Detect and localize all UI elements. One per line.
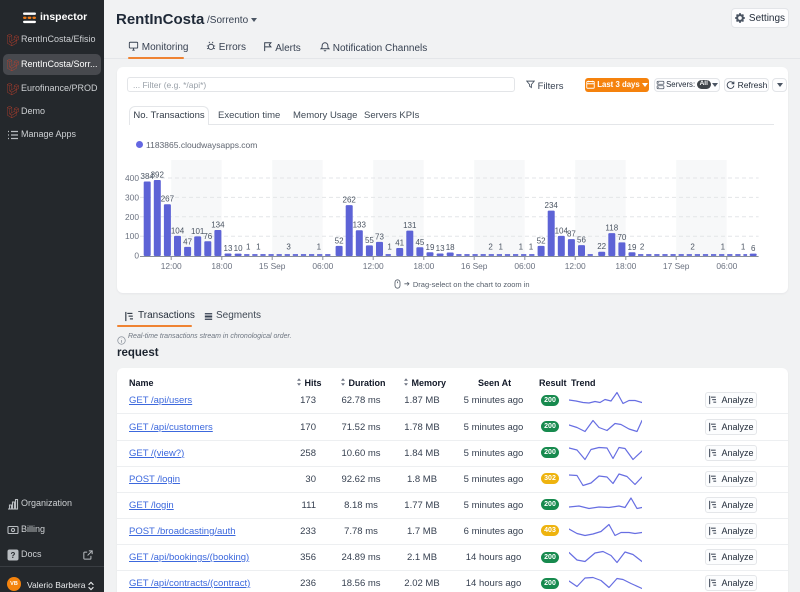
svg-text:73: 73 <box>375 232 384 241</box>
svg-text:104: 104 <box>555 226 569 235</box>
svg-text:384: 384 <box>141 172 155 181</box>
svg-text:131: 131 <box>403 221 417 230</box>
svg-text:18: 18 <box>446 243 455 252</box>
svg-text:70: 70 <box>617 233 626 242</box>
svg-text:12:00: 12:00 <box>565 261 586 271</box>
svg-text:1: 1 <box>246 243 251 252</box>
svg-text:3: 3 <box>286 243 291 252</box>
svg-text:2: 2 <box>690 243 695 252</box>
svg-text:300: 300 <box>125 192 139 202</box>
svg-text:104: 104 <box>171 226 185 235</box>
svg-text:87: 87 <box>567 230 576 239</box>
svg-text:134: 134 <box>211 221 225 230</box>
svg-text:1: 1 <box>387 243 392 252</box>
svg-text:400: 400 <box>125 173 139 183</box>
svg-text:15 Sep: 15 Sep <box>259 261 286 271</box>
svg-text:1: 1 <box>519 243 524 252</box>
svg-text:1: 1 <box>317 243 322 252</box>
svg-text:52: 52 <box>335 236 344 245</box>
svg-text:1: 1 <box>498 243 503 252</box>
svg-text:12:00: 12:00 <box>161 261 182 271</box>
svg-text:1: 1 <box>529 243 534 252</box>
svg-text:16 Sep: 16 Sep <box>461 261 488 271</box>
svg-text:22: 22 <box>597 242 606 251</box>
svg-text:6: 6 <box>751 244 756 253</box>
svg-text:200: 200 <box>125 212 139 222</box>
svg-text:133: 133 <box>353 221 367 230</box>
svg-text:1: 1 <box>256 243 261 252</box>
svg-text:10: 10 <box>234 244 243 253</box>
svg-text:47: 47 <box>183 237 192 246</box>
svg-text:1: 1 <box>721 243 726 252</box>
svg-text:13: 13 <box>436 244 445 253</box>
svg-text:06:00: 06:00 <box>514 261 535 271</box>
svg-text:2: 2 <box>640 243 645 252</box>
svg-text:234: 234 <box>545 201 559 210</box>
svg-text:2: 2 <box>488 243 493 252</box>
svg-text:18:00: 18:00 <box>413 261 434 271</box>
svg-text:76: 76 <box>203 232 212 241</box>
svg-text:262: 262 <box>343 196 357 205</box>
svg-text:?: ? <box>11 551 16 560</box>
svg-text:06:00: 06:00 <box>716 261 737 271</box>
svg-text:19: 19 <box>426 243 435 252</box>
svg-text:52: 52 <box>537 236 546 245</box>
svg-text:45: 45 <box>415 238 424 247</box>
svg-text:41: 41 <box>395 239 404 248</box>
svg-text:100: 100 <box>125 231 139 241</box>
svg-text:267: 267 <box>161 195 175 204</box>
svg-text:18:00: 18:00 <box>211 261 232 271</box>
svg-text:118: 118 <box>605 224 618 233</box>
svg-text:19: 19 <box>628 243 637 252</box>
svg-text:0: 0 <box>134 251 139 261</box>
svg-text:13: 13 <box>224 244 233 253</box>
svg-text:56: 56 <box>577 236 586 245</box>
svg-text:06:00: 06:00 <box>312 261 333 271</box>
svg-text:55: 55 <box>365 236 374 245</box>
svg-text:1: 1 <box>741 243 746 252</box>
svg-text:392: 392 <box>151 171 165 180</box>
svg-text:17 Sep: 17 Sep <box>663 261 690 271</box>
svg-text:101: 101 <box>191 227 205 236</box>
svg-text:12:00: 12:00 <box>363 261 384 271</box>
svg-text:18:00: 18:00 <box>615 261 636 271</box>
